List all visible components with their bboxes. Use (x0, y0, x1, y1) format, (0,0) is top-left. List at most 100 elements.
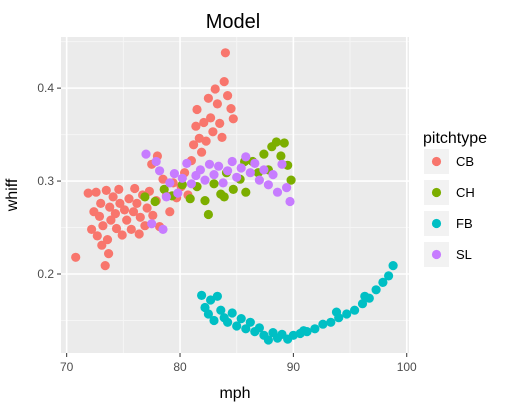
data-point (271, 137, 281, 147)
y-axis-title: whiff (4, 178, 21, 212)
grid-major (61, 37, 409, 353)
data-point (195, 165, 205, 175)
data-point (151, 156, 161, 167)
data-point (371, 285, 381, 295)
data-point (147, 219, 157, 229)
data-point (94, 211, 105, 221)
data-point (186, 179, 196, 189)
data-point (87, 224, 97, 234)
data-point (192, 104, 202, 115)
data-point (102, 235, 113, 245)
data-point (219, 192, 229, 202)
legend-item-CB: CB (424, 149, 474, 174)
data-point (140, 192, 150, 202)
data-point (228, 184, 238, 194)
data-point (331, 307, 342, 317)
data-point (177, 173, 187, 183)
data-point (214, 161, 224, 171)
data-point (212, 99, 222, 109)
grid-minor (61, 37, 409, 353)
data-point (200, 175, 210, 185)
data-point (203, 209, 213, 220)
data-point (142, 203, 152, 213)
data-point (272, 187, 283, 197)
data-point (218, 178, 228, 188)
legend-item-CH: CH (424, 180, 475, 205)
data-point (299, 326, 309, 336)
data-point (126, 224, 136, 234)
legend-title: pitchtype (423, 130, 487, 147)
data-point (378, 277, 388, 287)
data-point (132, 198, 142, 208)
data-point (92, 231, 102, 241)
data-point (286, 175, 296, 185)
data-point (101, 185, 111, 195)
x-tick-label: 70 (60, 360, 74, 374)
data-point (208, 127, 218, 137)
data-point (245, 168, 255, 178)
x-axis-title: mph (219, 385, 250, 402)
data-point (232, 321, 242, 331)
data-point (159, 184, 169, 194)
data-point (209, 315, 219, 326)
data-point (155, 166, 165, 176)
data-point (245, 317, 255, 327)
data-point (128, 207, 139, 217)
data-point (227, 308, 237, 318)
plot-panel (61, 37, 409, 353)
data-point (263, 335, 273, 345)
data-point (110, 209, 120, 219)
data-point (228, 114, 238, 124)
data-point (97, 240, 107, 250)
data-point (119, 205, 130, 215)
data-point (98, 221, 108, 231)
data-point (388, 261, 398, 271)
legend-item-SL: SL (424, 242, 472, 267)
data-point (114, 184, 124, 194)
data-point (384, 271, 394, 281)
chart-title: Model (206, 11, 260, 33)
data-point (241, 152, 251, 162)
data-point (130, 183, 140, 194)
data-point (209, 170, 219, 180)
data-point (223, 166, 233, 176)
data-point (232, 172, 242, 182)
data-point (210, 84, 220, 94)
data-point (104, 249, 114, 259)
data-point (158, 224, 168, 234)
data-point (197, 290, 207, 300)
data-point (282, 183, 292, 193)
data-point (254, 323, 264, 333)
series-SL (141, 149, 295, 234)
data-point (200, 196, 210, 206)
data-point (241, 187, 251, 197)
data-point (108, 192, 118, 202)
data-point (191, 121, 201, 131)
data-point (219, 77, 229, 87)
legend-item-FB: FB (424, 211, 473, 236)
data-point (203, 309, 213, 319)
data-point (165, 178, 175, 188)
data-point (165, 207, 175, 217)
data-point (150, 196, 160, 207)
legend-marker (431, 187, 442, 198)
data-point (197, 147, 207, 157)
data-point (148, 210, 158, 220)
data-point (141, 149, 151, 159)
legend-label: FB (456, 216, 473, 231)
series-FB (197, 261, 398, 345)
data-point (100, 261, 110, 271)
data-point (342, 309, 352, 319)
data-point (206, 113, 216, 123)
data-point (124, 194, 134, 204)
legend-label: CH (456, 185, 475, 200)
data-point (122, 215, 132, 225)
data-point (204, 159, 215, 169)
x-tick-label: 100 (397, 360, 417, 374)
legend-marker (431, 218, 442, 229)
legend: pitchtype CB CH FB SL (423, 130, 487, 267)
data-point (209, 179, 219, 189)
data-point (206, 295, 216, 305)
data-point (254, 175, 264, 185)
